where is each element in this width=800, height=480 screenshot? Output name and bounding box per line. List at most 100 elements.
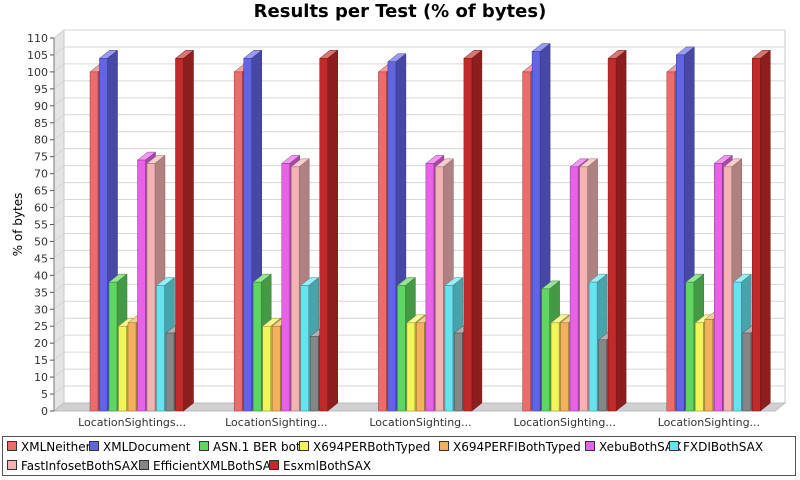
bar (695, 322, 704, 412)
y-tick-label: 75 (34, 151, 48, 164)
bar (560, 322, 569, 412)
y-tick-label: 65 (34, 185, 48, 198)
legend-label: FXDIBothSAX (683, 440, 764, 454)
bar (588, 281, 598, 412)
y-tick-label: 100 (27, 66, 48, 79)
bar (378, 71, 387, 412)
bar (598, 339, 607, 412)
legend-item: FXDIBothSAX (669, 440, 763, 454)
grid-line-side (53, 29, 65, 39)
bar (252, 281, 262, 412)
bar (685, 281, 695, 412)
legend-label: XebuBothSAX (599, 440, 682, 454)
y-tick-label: 40 (34, 269, 48, 282)
legend-item: X694PERBothTyped (299, 440, 430, 454)
x-tick-label: LocationSighting... (658, 416, 760, 429)
grid-line-side (53, 317, 65, 327)
bar (752, 58, 761, 412)
bar (146, 163, 156, 412)
grid-line-side (53, 283, 65, 293)
legend-item: XebuBothSAX (585, 440, 681, 454)
legend-swatch (439, 441, 449, 451)
bar-side (471, 49, 483, 412)
bar (569, 166, 579, 412)
y-tick-label: 90 (34, 100, 48, 113)
x-tick-label: LocationSighting... (514, 416, 616, 429)
grid-line-side (53, 368, 65, 378)
legend-swatch (139, 460, 149, 470)
bar (397, 285, 406, 412)
legend-swatch (299, 441, 309, 451)
bar (243, 58, 252, 412)
bar (676, 54, 685, 412)
bar (522, 71, 531, 412)
bar (463, 58, 473, 412)
y-tick-label: 35 (34, 286, 48, 299)
bar (137, 159, 146, 412)
grid-line-side (53, 148, 65, 158)
bar (531, 51, 541, 412)
grid-line-side (53, 334, 65, 344)
chart-legend: XMLNeither XMLDocument ASN.1 BER both X694P… (2, 436, 796, 476)
bar (319, 58, 328, 412)
bar (704, 319, 714, 412)
bar (271, 325, 281, 412)
bar (444, 285, 454, 412)
legend-label: EsxmlBothSAX (283, 459, 372, 473)
bar (309, 336, 319, 412)
bar (108, 281, 118, 412)
y-tick-label: 80 (34, 134, 48, 147)
legend-label: X694PERBothTyped (313, 440, 431, 454)
y-tick-label: 45 (34, 252, 48, 265)
legend-item: X694PERFIBothTyped (439, 440, 581, 454)
bar (262, 325, 271, 412)
bar (175, 58, 184, 412)
legend-item: XMLDocument (89, 440, 190, 454)
grid-line-side (53, 46, 65, 56)
bar (165, 332, 175, 412)
legend-item: ASN.1 BER both (199, 440, 308, 454)
bar (579, 166, 588, 412)
grid-line-side (53, 199, 65, 208)
bar (541, 288, 550, 412)
legend-item: EsxmlBothSAX (269, 459, 371, 473)
bar-side (327, 49, 338, 412)
bar (281, 163, 290, 412)
bar (89, 71, 99, 412)
y-tick-label: 105 (27, 49, 48, 62)
bar (550, 322, 560, 412)
bar-side (183, 49, 194, 412)
y-tick-label: 30 (34, 303, 48, 316)
bar (666, 71, 676, 412)
y-tick-label: 5 (41, 388, 48, 401)
bar (387, 61, 397, 412)
grid-line-side (53, 80, 65, 90)
bar (300, 285, 309, 412)
y-tick-label: 95 (34, 83, 48, 96)
grid-line-side (53, 216, 65, 225)
y-tick-label: 15 (34, 354, 48, 367)
legend-label: X694PERFIBothTyped (453, 440, 581, 454)
legend-label: XMLDocument (103, 440, 191, 454)
grid-line-side (53, 250, 65, 259)
legend-item: XMLNeither (7, 440, 91, 454)
legend-item: FastInfosetBothSAX (7, 459, 138, 473)
grid-line-side (53, 351, 65, 361)
legend-item: EfficientXMLBothSAX (139, 459, 279, 473)
y-axis-label: % of bytes (11, 193, 25, 257)
legend-swatch (585, 441, 595, 451)
chart-title: Results per Test (% of bytes) (253, 1, 547, 22)
legend-swatch (269, 460, 279, 470)
legend-label: XMLNeither (21, 440, 91, 454)
grid-line-side (53, 300, 65, 310)
grid-line-side (53, 233, 65, 242)
bar (99, 58, 108, 412)
grid-line-side (53, 385, 65, 395)
y-tick-label: 55 (34, 219, 48, 232)
bar (406, 322, 416, 412)
y-tick-label: 0 (41, 405, 48, 418)
x-tick-label: LocationSighting... (225, 416, 327, 429)
legend-swatch (669, 441, 679, 451)
y-tick-label: 25 (34, 320, 48, 333)
